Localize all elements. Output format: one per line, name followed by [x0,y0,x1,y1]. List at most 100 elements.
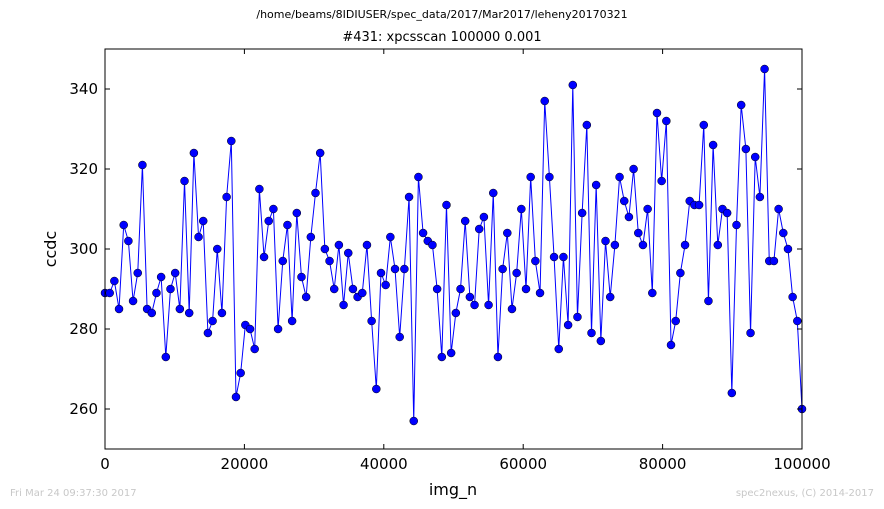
data-point [367,316,376,326]
data-point [334,240,344,250]
data-point [128,296,138,306]
data-point [213,244,222,254]
data-point [222,192,231,202]
data-point [779,228,788,238]
data-point [727,388,737,398]
data-point [479,212,489,222]
data-point [554,344,563,354]
data-point [194,232,203,242]
data-point [666,340,676,350]
data-point [292,208,302,218]
y-tick-label: 340 [69,80,98,98]
data-point [750,152,760,162]
data-point [512,268,521,278]
data-point [657,176,666,186]
data-point [596,336,606,346]
data-point [203,328,213,338]
data-point [152,288,161,298]
data-point [643,204,652,214]
data-point [339,300,348,310]
data-point [741,144,751,154]
x-tick-label: 100000 [773,455,830,473]
data-point [358,288,367,298]
data-point [161,352,171,362]
data-point [624,212,634,222]
data-point [722,208,732,218]
data-point [390,264,400,274]
data-point [732,220,741,230]
data-point [446,348,456,358]
data-point [170,268,180,278]
data-point [704,296,713,306]
data-point [259,252,269,262]
data-point [783,244,793,254]
data-point [105,288,114,298]
data-point [227,136,236,146]
data-point [414,172,423,182]
data-point [372,384,381,394]
data-point [498,264,507,274]
data-point [400,264,409,274]
data-point [615,172,624,182]
data-point [517,204,526,214]
data-point [306,232,316,242]
data-point [175,304,185,314]
data-point [601,236,610,246]
data-point [348,284,358,294]
data-point [381,280,390,290]
data-point [442,200,451,210]
data-point [278,256,288,266]
data-point [736,100,746,110]
data-point [245,324,255,334]
x-tick-label: 20000 [221,455,269,473]
data-point [652,108,662,118]
data-point [110,276,119,286]
data-point [325,256,334,266]
data-point [521,284,531,294]
data-point [531,256,540,266]
data-point [320,244,330,254]
x-tick-label: 80000 [639,455,687,473]
data-point [287,316,297,326]
data-point [437,352,447,362]
x-tick-label: 40000 [360,455,408,473]
data-point [507,304,517,314]
data-point [671,316,680,326]
data-point [180,176,189,186]
data-point [591,180,601,190]
data-point [198,216,208,226]
data-point [264,216,273,226]
data-point [526,172,535,182]
data-point [283,220,292,230]
data-point [311,188,320,198]
data-point [362,240,372,250]
data-point [217,308,227,318]
data-point [629,164,638,174]
data-point [418,228,428,238]
data-point [344,248,353,258]
data-point [577,208,587,218]
data-point [465,292,475,302]
x-tick-label: 0 [100,455,110,473]
data-point [231,392,241,402]
data-point [409,416,418,426]
plot-frame [104,48,803,450]
data-point [774,204,783,214]
file-path-title: /home/beams/8IDIUSER/spec_data/2017/Mar2… [256,8,628,21]
data-point [573,312,582,322]
data-point [460,216,470,226]
x-axis-label: img_n [429,480,477,500]
data-point [432,284,442,294]
data-point [395,332,404,342]
data-point [329,284,339,294]
data-point [376,268,386,278]
data-point [535,288,545,298]
data-point [386,232,395,242]
data-point [236,368,245,378]
ticks-layer: 0 20000 40000 60000 80000 100000 260 280 300 320 3… [69,49,831,473]
data-point [769,256,779,266]
data-point [699,120,709,130]
data-point [619,196,629,206]
data-point [662,116,671,126]
data-point [676,268,685,278]
